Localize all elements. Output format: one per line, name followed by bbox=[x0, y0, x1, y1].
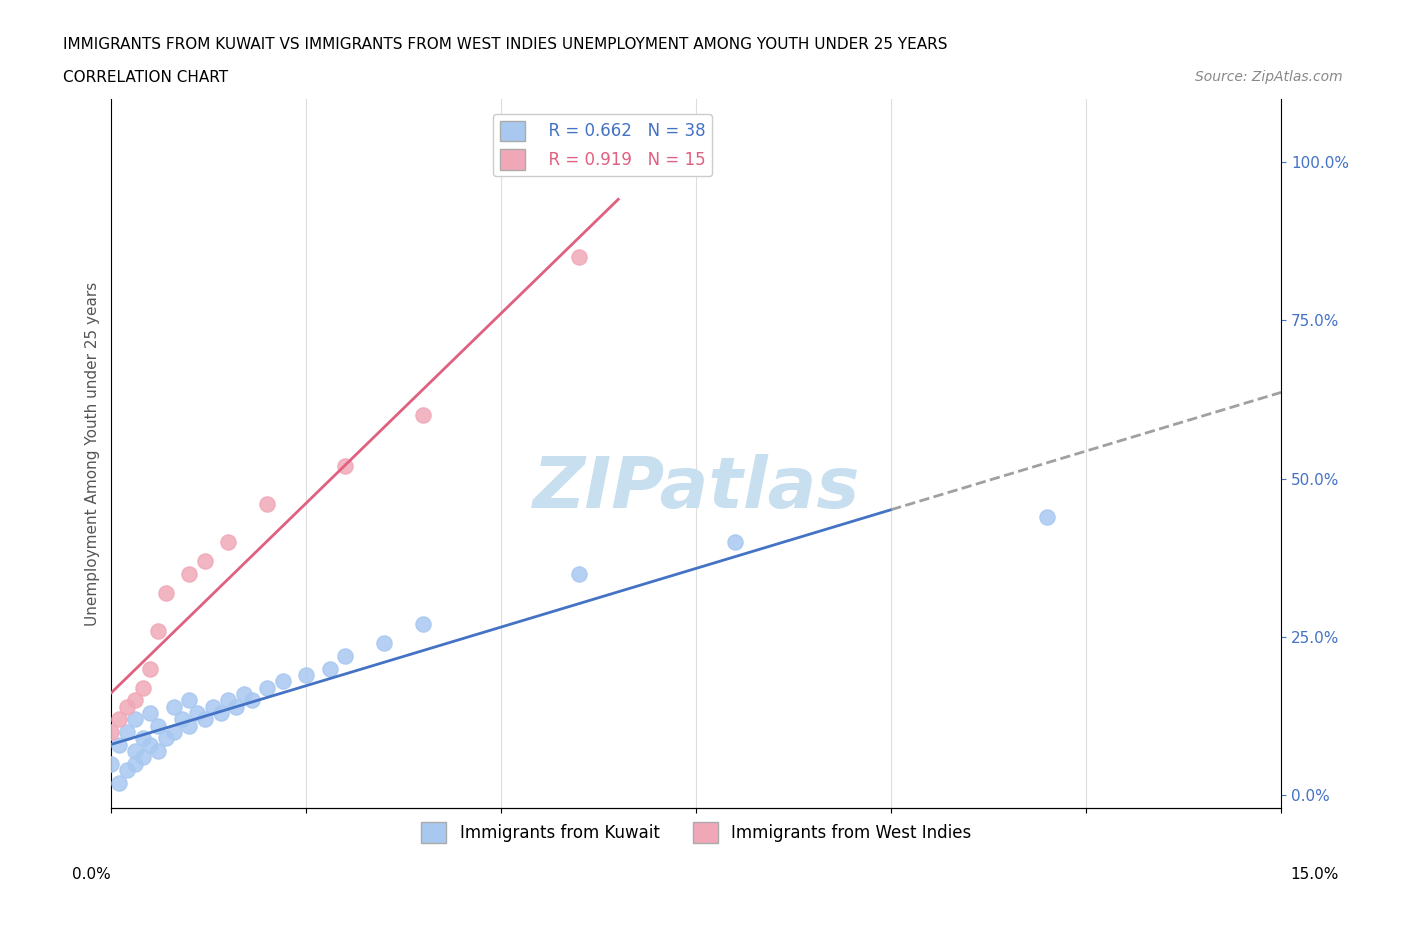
Point bbox=[148, 623, 170, 638]
Point bbox=[108, 737, 131, 752]
Text: CORRELATION CHART: CORRELATION CHART bbox=[63, 70, 228, 85]
Point bbox=[124, 693, 146, 708]
Point bbox=[335, 648, 357, 663]
Point bbox=[131, 750, 153, 764]
Point bbox=[179, 693, 201, 708]
Point bbox=[115, 724, 138, 739]
Point bbox=[233, 686, 256, 701]
Point bbox=[319, 661, 342, 676]
Point bbox=[201, 699, 224, 714]
Point bbox=[194, 712, 217, 727]
Point bbox=[209, 706, 232, 721]
Legend: Immigrants from Kuwait, Immigrants from West Indies: Immigrants from Kuwait, Immigrants from … bbox=[415, 816, 979, 849]
Point bbox=[724, 535, 747, 550]
Text: Source: ZipAtlas.com: Source: ZipAtlas.com bbox=[1195, 70, 1343, 84]
Y-axis label: Unemployment Among Youth under 25 years: Unemployment Among Youth under 25 years bbox=[86, 281, 100, 626]
Text: ZIPatlas: ZIPatlas bbox=[533, 455, 860, 524]
Point bbox=[139, 661, 162, 676]
Point bbox=[131, 731, 153, 746]
Point bbox=[124, 756, 146, 771]
Point bbox=[155, 585, 177, 600]
Point bbox=[108, 712, 131, 727]
Point bbox=[295, 668, 318, 683]
Point bbox=[124, 744, 146, 759]
Point bbox=[124, 712, 146, 727]
Point bbox=[179, 566, 201, 581]
Point bbox=[163, 699, 186, 714]
Point bbox=[179, 718, 201, 733]
Point bbox=[139, 737, 162, 752]
Point bbox=[271, 674, 294, 689]
Point bbox=[240, 693, 263, 708]
Point bbox=[256, 497, 278, 512]
Point bbox=[131, 681, 153, 696]
Point bbox=[155, 731, 177, 746]
Point bbox=[568, 249, 591, 264]
Text: 0.0%: 0.0% bbox=[72, 867, 111, 882]
Point bbox=[1036, 510, 1059, 525]
Point bbox=[100, 756, 122, 771]
Point bbox=[139, 706, 162, 721]
Point bbox=[225, 699, 247, 714]
Point bbox=[100, 724, 122, 739]
Point bbox=[186, 706, 208, 721]
Point bbox=[217, 535, 239, 550]
Point bbox=[148, 718, 170, 733]
Point bbox=[256, 681, 278, 696]
Point bbox=[163, 724, 186, 739]
Text: 15.0%: 15.0% bbox=[1291, 867, 1339, 882]
Point bbox=[115, 699, 138, 714]
Point bbox=[568, 566, 591, 581]
Point bbox=[194, 553, 217, 568]
Point bbox=[217, 693, 239, 708]
Point bbox=[108, 776, 131, 790]
Point bbox=[335, 458, 357, 473]
Point bbox=[412, 408, 434, 423]
Point bbox=[148, 744, 170, 759]
Point bbox=[412, 617, 434, 631]
Text: IMMIGRANTS FROM KUWAIT VS IMMIGRANTS FROM WEST INDIES UNEMPLOYMENT AMONG YOUTH U: IMMIGRANTS FROM KUWAIT VS IMMIGRANTS FRO… bbox=[63, 37, 948, 52]
Point bbox=[373, 636, 395, 651]
Point bbox=[170, 712, 193, 727]
Point bbox=[115, 763, 138, 777]
